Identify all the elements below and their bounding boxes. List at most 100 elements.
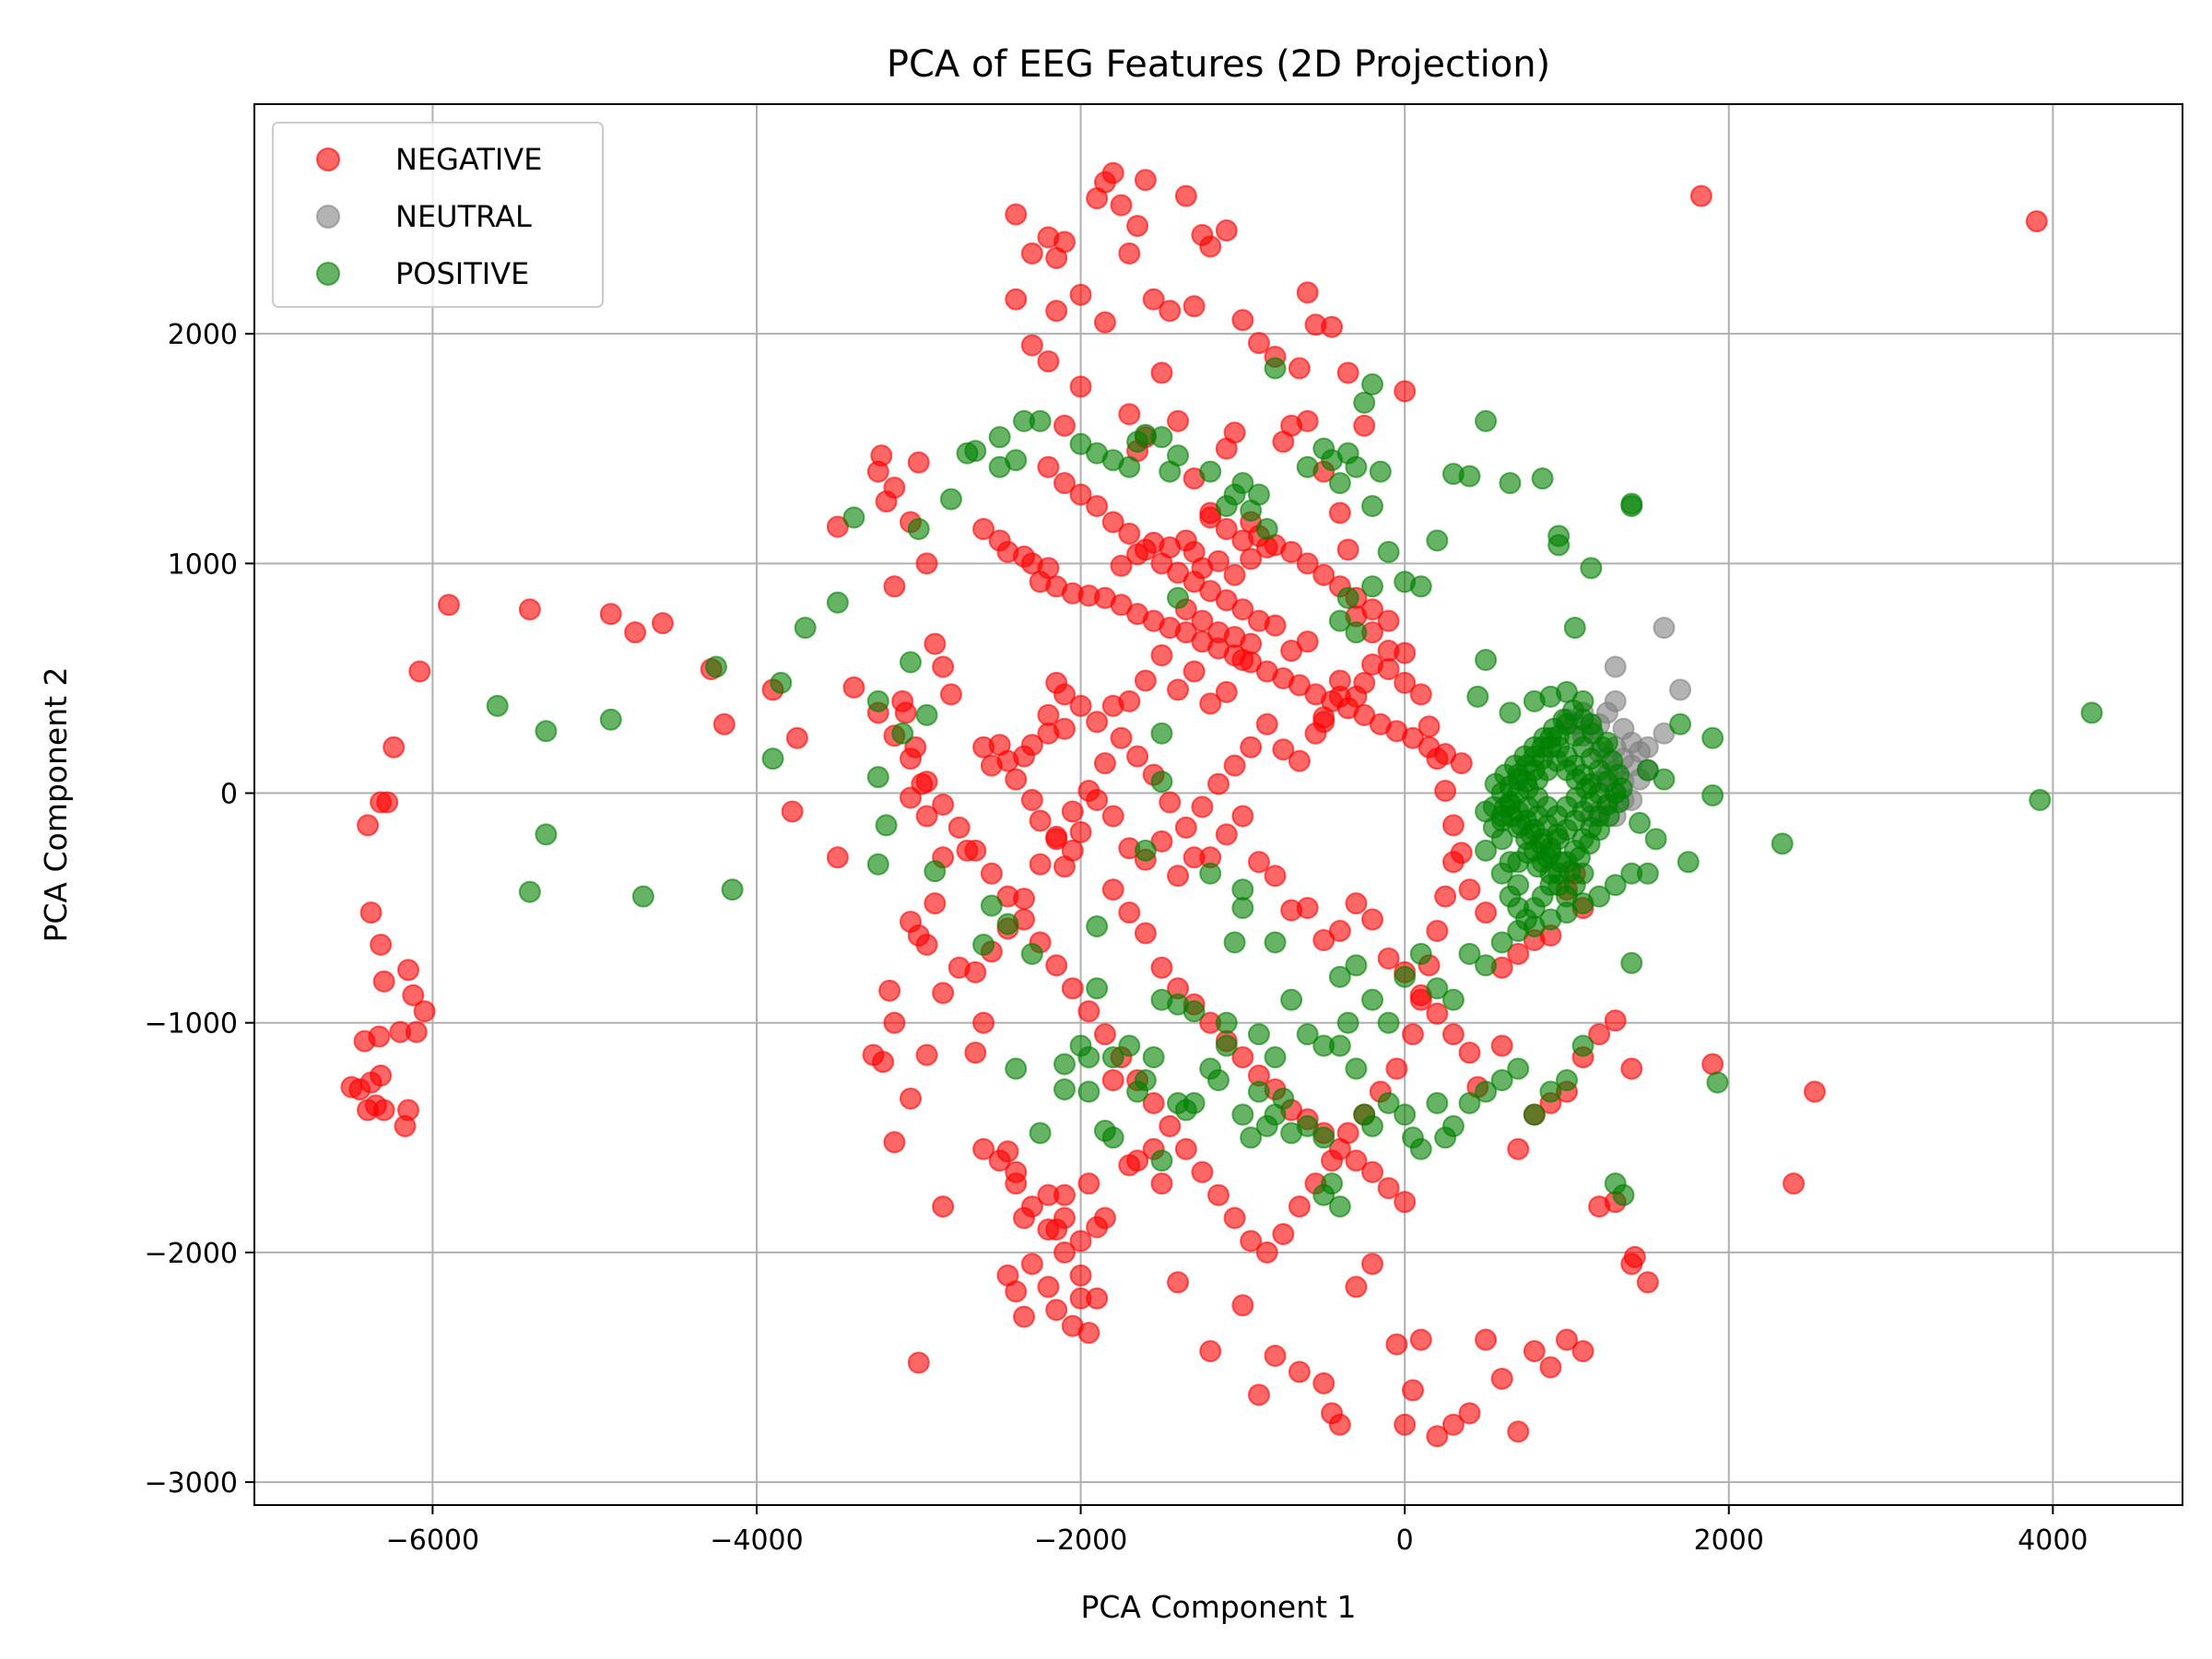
data-point-positive xyxy=(1547,534,1571,557)
data-point-positive xyxy=(1077,1080,1100,1103)
data-point-positive xyxy=(915,703,938,726)
data-point-negative xyxy=(980,862,1003,885)
data-point-positive xyxy=(1296,1114,1319,1137)
data-point-negative xyxy=(1053,1206,1076,1230)
data-point-positive xyxy=(1523,1103,1546,1126)
data-point-positive xyxy=(924,860,947,883)
data-point-negative xyxy=(1336,1122,1359,1145)
data-point-negative xyxy=(1077,1000,1100,1023)
data-point-negative xyxy=(370,1065,393,1088)
data-point-positive xyxy=(1426,529,1449,552)
data-point-negative xyxy=(1069,283,1092,306)
data-point-positive xyxy=(939,488,962,511)
data-point-positive xyxy=(1555,1069,1578,1092)
data-point-negative xyxy=(964,1041,987,1065)
data-point-positive xyxy=(1005,1057,1028,1080)
data-point-negative xyxy=(1490,1367,1513,1390)
data-point-positive xyxy=(1215,1011,1238,1034)
data-point-negative xyxy=(1069,820,1092,843)
data-point-negative xyxy=(1264,865,1287,888)
data-point-negative xyxy=(1394,1191,1417,1214)
data-point-negative xyxy=(1255,1241,1278,1264)
data-point-negative xyxy=(1231,598,1254,621)
data-point-negative xyxy=(1215,219,1238,242)
data-point-positive xyxy=(1345,621,1368,644)
data-point-positive xyxy=(891,722,914,745)
data-point-positive xyxy=(1231,1103,1254,1126)
legend-marker-neutral xyxy=(316,205,340,229)
data-point-positive xyxy=(1150,426,1173,449)
data-point-positive xyxy=(721,878,744,901)
data-point-negative xyxy=(907,451,930,474)
data-point-negative xyxy=(1020,334,1043,357)
y-tick-label: 0 xyxy=(220,779,238,811)
data-point-negative xyxy=(1441,1413,1465,1436)
data-point-negative xyxy=(1361,1160,1384,1183)
data-point-positive xyxy=(794,617,817,640)
data-point-negative xyxy=(1231,309,1254,332)
x-tick-label: −6000 xyxy=(386,1524,479,1557)
data-point-negative xyxy=(1426,1425,1449,1448)
data-point-negative xyxy=(518,598,541,621)
data-point-negative xyxy=(1110,194,1133,217)
data-point-positive xyxy=(1458,465,1481,488)
data-point-negative xyxy=(1093,1023,1116,1046)
data-point-positive xyxy=(1240,1126,1263,1149)
data-point-positive xyxy=(1620,951,1643,974)
data-point-negative xyxy=(1441,814,1465,837)
data-point-positive xyxy=(1086,915,1109,938)
data-point-positive xyxy=(486,694,509,717)
data-point-negative xyxy=(1247,332,1270,355)
data-point-negative xyxy=(1037,1218,1060,1241)
data-point-negative xyxy=(1401,1379,1424,1402)
data-point-negative xyxy=(1490,1034,1513,1057)
chart-title: PCA of EEG Features (2D Projection) xyxy=(887,43,1550,86)
data-point-positive xyxy=(1231,472,1254,495)
data-point-negative xyxy=(1215,517,1238,540)
data-point-positive xyxy=(1653,768,1676,791)
data-point-negative xyxy=(1636,1271,1659,1294)
data-point-positive xyxy=(1328,1195,1351,1218)
data-point-positive xyxy=(1264,357,1287,380)
data-point-negative xyxy=(1053,1241,1076,1264)
data-point-positive xyxy=(1531,467,1554,490)
data-point-positive xyxy=(1377,540,1400,563)
data-point-negative xyxy=(1134,922,1157,945)
data-point-negative xyxy=(1223,563,1246,586)
data-point-negative xyxy=(1247,851,1270,874)
data-point-positive xyxy=(1353,391,1376,414)
data-point-positive xyxy=(1539,1080,1562,1103)
data-point-negative xyxy=(1223,421,1246,444)
data-point-positive xyxy=(1409,1137,1432,1160)
data-point-negative xyxy=(437,594,460,617)
data-point-negative xyxy=(915,552,938,575)
data-point-negative xyxy=(915,1043,938,1066)
data-point-positive xyxy=(1223,931,1246,954)
data-point-positive xyxy=(1345,455,1368,478)
data-point-negative xyxy=(1045,300,1068,323)
data-point-negative xyxy=(1803,1080,1826,1103)
data-point-negative xyxy=(1005,768,1028,791)
data-point-negative xyxy=(1507,942,1530,965)
data-point-negative xyxy=(1223,754,1246,777)
data-point-negative xyxy=(1045,671,1068,694)
data-point-negative xyxy=(1288,1195,1311,1218)
plot-area-frame xyxy=(253,103,2183,1506)
data-point-positive xyxy=(1526,768,1549,791)
data-point-negative xyxy=(947,956,971,979)
data-point-negative xyxy=(1312,1371,1335,1394)
data-point-positive xyxy=(1101,1126,1124,1149)
data-point-negative xyxy=(413,1000,436,1023)
data-point-positive xyxy=(1441,988,1465,1011)
data-point-negative xyxy=(1288,749,1311,772)
series-negative xyxy=(340,161,2048,1448)
data-point-positive xyxy=(1475,839,1498,862)
data-point-positive xyxy=(899,651,922,674)
data-point-positive xyxy=(1134,839,1157,862)
data-point-negative xyxy=(1118,901,1141,924)
y-axis-title: PCA Component 2 xyxy=(38,666,74,942)
data-point-positive xyxy=(1377,1091,1400,1114)
data-point-negative xyxy=(1134,669,1157,692)
data-point-negative xyxy=(1037,455,1060,478)
